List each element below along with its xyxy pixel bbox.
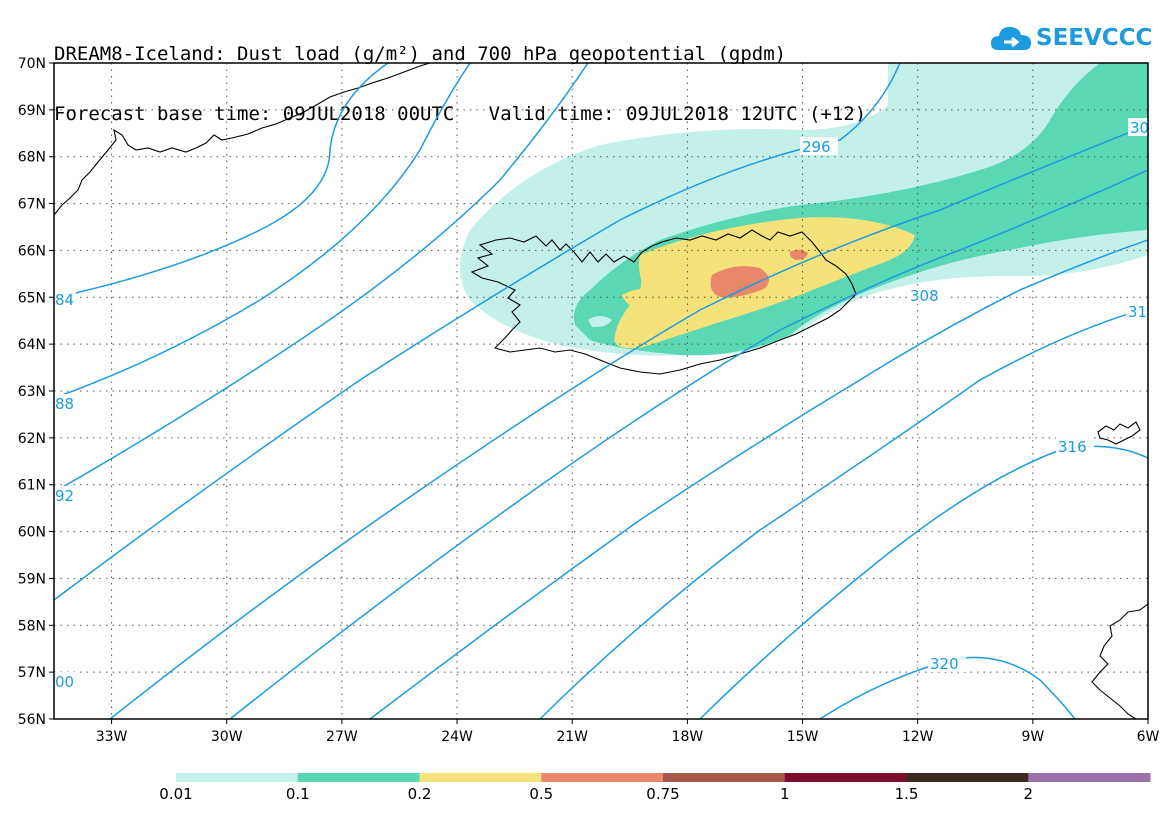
colorbar-tick-label: 0.2	[408, 785, 432, 803]
contour-288	[54, 63, 471, 399]
label-bg-316	[1056, 437, 1094, 455]
contour-labels: 296 30 308 31 316 320 84 88 92 00	[54, 118, 1150, 691]
lat-label: 61N	[18, 478, 46, 494]
label-bg-31	[1126, 302, 1150, 320]
colorbar-tick-label: 0.01	[159, 785, 192, 803]
coastlines	[54, 63, 1148, 719]
contour-label-92: 92	[55, 487, 74, 505]
contour-label-31: 31	[1128, 303, 1147, 321]
lat-label: 69N	[18, 103, 46, 119]
lon-label: 24W	[441, 729, 473, 745]
grid-lines	[54, 63, 1148, 719]
colorbar-tick-label: 1	[780, 785, 790, 803]
dust-level-0.5-north	[789, 249, 808, 260]
colorbar-segment	[784, 773, 907, 782]
lon-label: 30W	[211, 729, 243, 745]
colorbar-tick-label: 0.75	[646, 785, 679, 803]
lat-label: 58N	[18, 618, 46, 634]
colorbar-segment	[541, 773, 664, 782]
colorbar-segment	[1028, 773, 1151, 782]
label-bg-92	[54, 486, 76, 504]
label-bg-88	[54, 394, 76, 412]
logo-text: SEEVCCC	[1036, 25, 1153, 51]
colorbar-tick-label: 0.1	[286, 785, 310, 803]
lat-label: 68N	[18, 150, 46, 166]
lat-label: 57N	[18, 665, 46, 681]
dust-level-0.2-west	[622, 289, 657, 309]
contour-label-88: 88	[55, 395, 74, 413]
lat-label: 66N	[18, 243, 46, 259]
lon-label: 21W	[556, 729, 588, 745]
lon-label: 6W	[1137, 729, 1160, 745]
contour-312	[539, 307, 1148, 719]
contour-300	[109, 124, 1148, 719]
label-bg-296	[800, 137, 838, 155]
colorbar-tick-label: 0.5	[529, 785, 553, 803]
contour-label-308: 308	[910, 287, 939, 305]
faroe-islands	[1097, 421, 1141, 445]
colorbar-tick-label: 2	[1023, 785, 1033, 803]
contour-label-296: 296	[802, 138, 831, 156]
contour-292	[54, 63, 589, 493]
label-bg-84	[54, 290, 76, 308]
lon-label: 27W	[326, 729, 358, 745]
lon-label: 33W	[96, 729, 128, 745]
contour-label-320: 320	[930, 655, 959, 673]
contour-284	[54, 63, 389, 299]
title-line-1: DREAM8-Iceland: Dust load (g/m²) and 700…	[54, 43, 787, 65]
dust-level-0.01-hole	[588, 316, 612, 328]
dust-level-0.5	[710, 266, 769, 298]
lat-label: 64N	[18, 337, 46, 353]
label-bg-308	[908, 286, 946, 304]
title-line-2: Forecast base time: 09JUL2018 00UTC Vali…	[54, 103, 867, 125]
colorbar-segment	[176, 773, 299, 782]
lon-label: 9W	[1021, 729, 1044, 745]
lon-label: 18W	[672, 729, 704, 745]
label-bg-320	[928, 654, 966, 672]
greenland-coast	[54, 63, 431, 216]
lat-label: 56N	[18, 712, 46, 728]
label-bg-30	[1128, 118, 1150, 136]
colorbar-segment	[906, 773, 1029, 782]
cloud-icon	[991, 27, 1031, 50]
contour-label-00: 00	[55, 673, 74, 691]
contour-label-316: 316	[1058, 438, 1087, 456]
lat-label: 63N	[18, 384, 46, 400]
map-title: DREAM8-Iceland: Dust load (g/m²) and 700…	[54, 4, 866, 144]
latitude-labels: 70N 69N 68N 67N 66N 65N 64N 63N 62N 61N 60N 59N 58N 5…	[18, 56, 54, 728]
contour-296	[54, 63, 901, 601]
contour-304	[229, 169, 1148, 719]
lat-label: 67N	[18, 197, 46, 213]
contour-320	[819, 656, 1076, 719]
lat-label: 59N	[18, 571, 46, 587]
contour-316	[699, 445, 1148, 719]
lat-label: 60N	[18, 525, 46, 541]
lon-label: 15W	[787, 729, 819, 745]
lat-label: 65N	[18, 290, 46, 306]
seevccc-logo: SEEVCCC	[990, 18, 1152, 58]
colorbar-segment	[297, 773, 420, 782]
colorbar-segment	[419, 773, 542, 782]
lon-label: 12W	[902, 729, 934, 745]
scotland-coast	[1091, 603, 1148, 719]
colorbar-segment	[663, 773, 786, 782]
contour-308	[369, 239, 1148, 719]
lat-label: 62N	[18, 431, 46, 447]
lat-label: 70N	[18, 56, 46, 72]
colorbar: 0.01 0.1 0.2 0.5 0.75 1 1.5 2	[159, 773, 1151, 803]
colorbar-tick-label: 1.5	[895, 785, 919, 803]
longitude-labels: 33W 30W 27W 24W 21W 18W 15W 12W 9W 6W	[96, 719, 1160, 745]
contour-label-30: 30	[1130, 119, 1149, 137]
dust-shading	[460, 63, 1148, 356]
contour-label-84: 84	[55, 291, 74, 309]
label-bg-00	[54, 672, 76, 690]
iceland-coast	[470, 229, 857, 375]
